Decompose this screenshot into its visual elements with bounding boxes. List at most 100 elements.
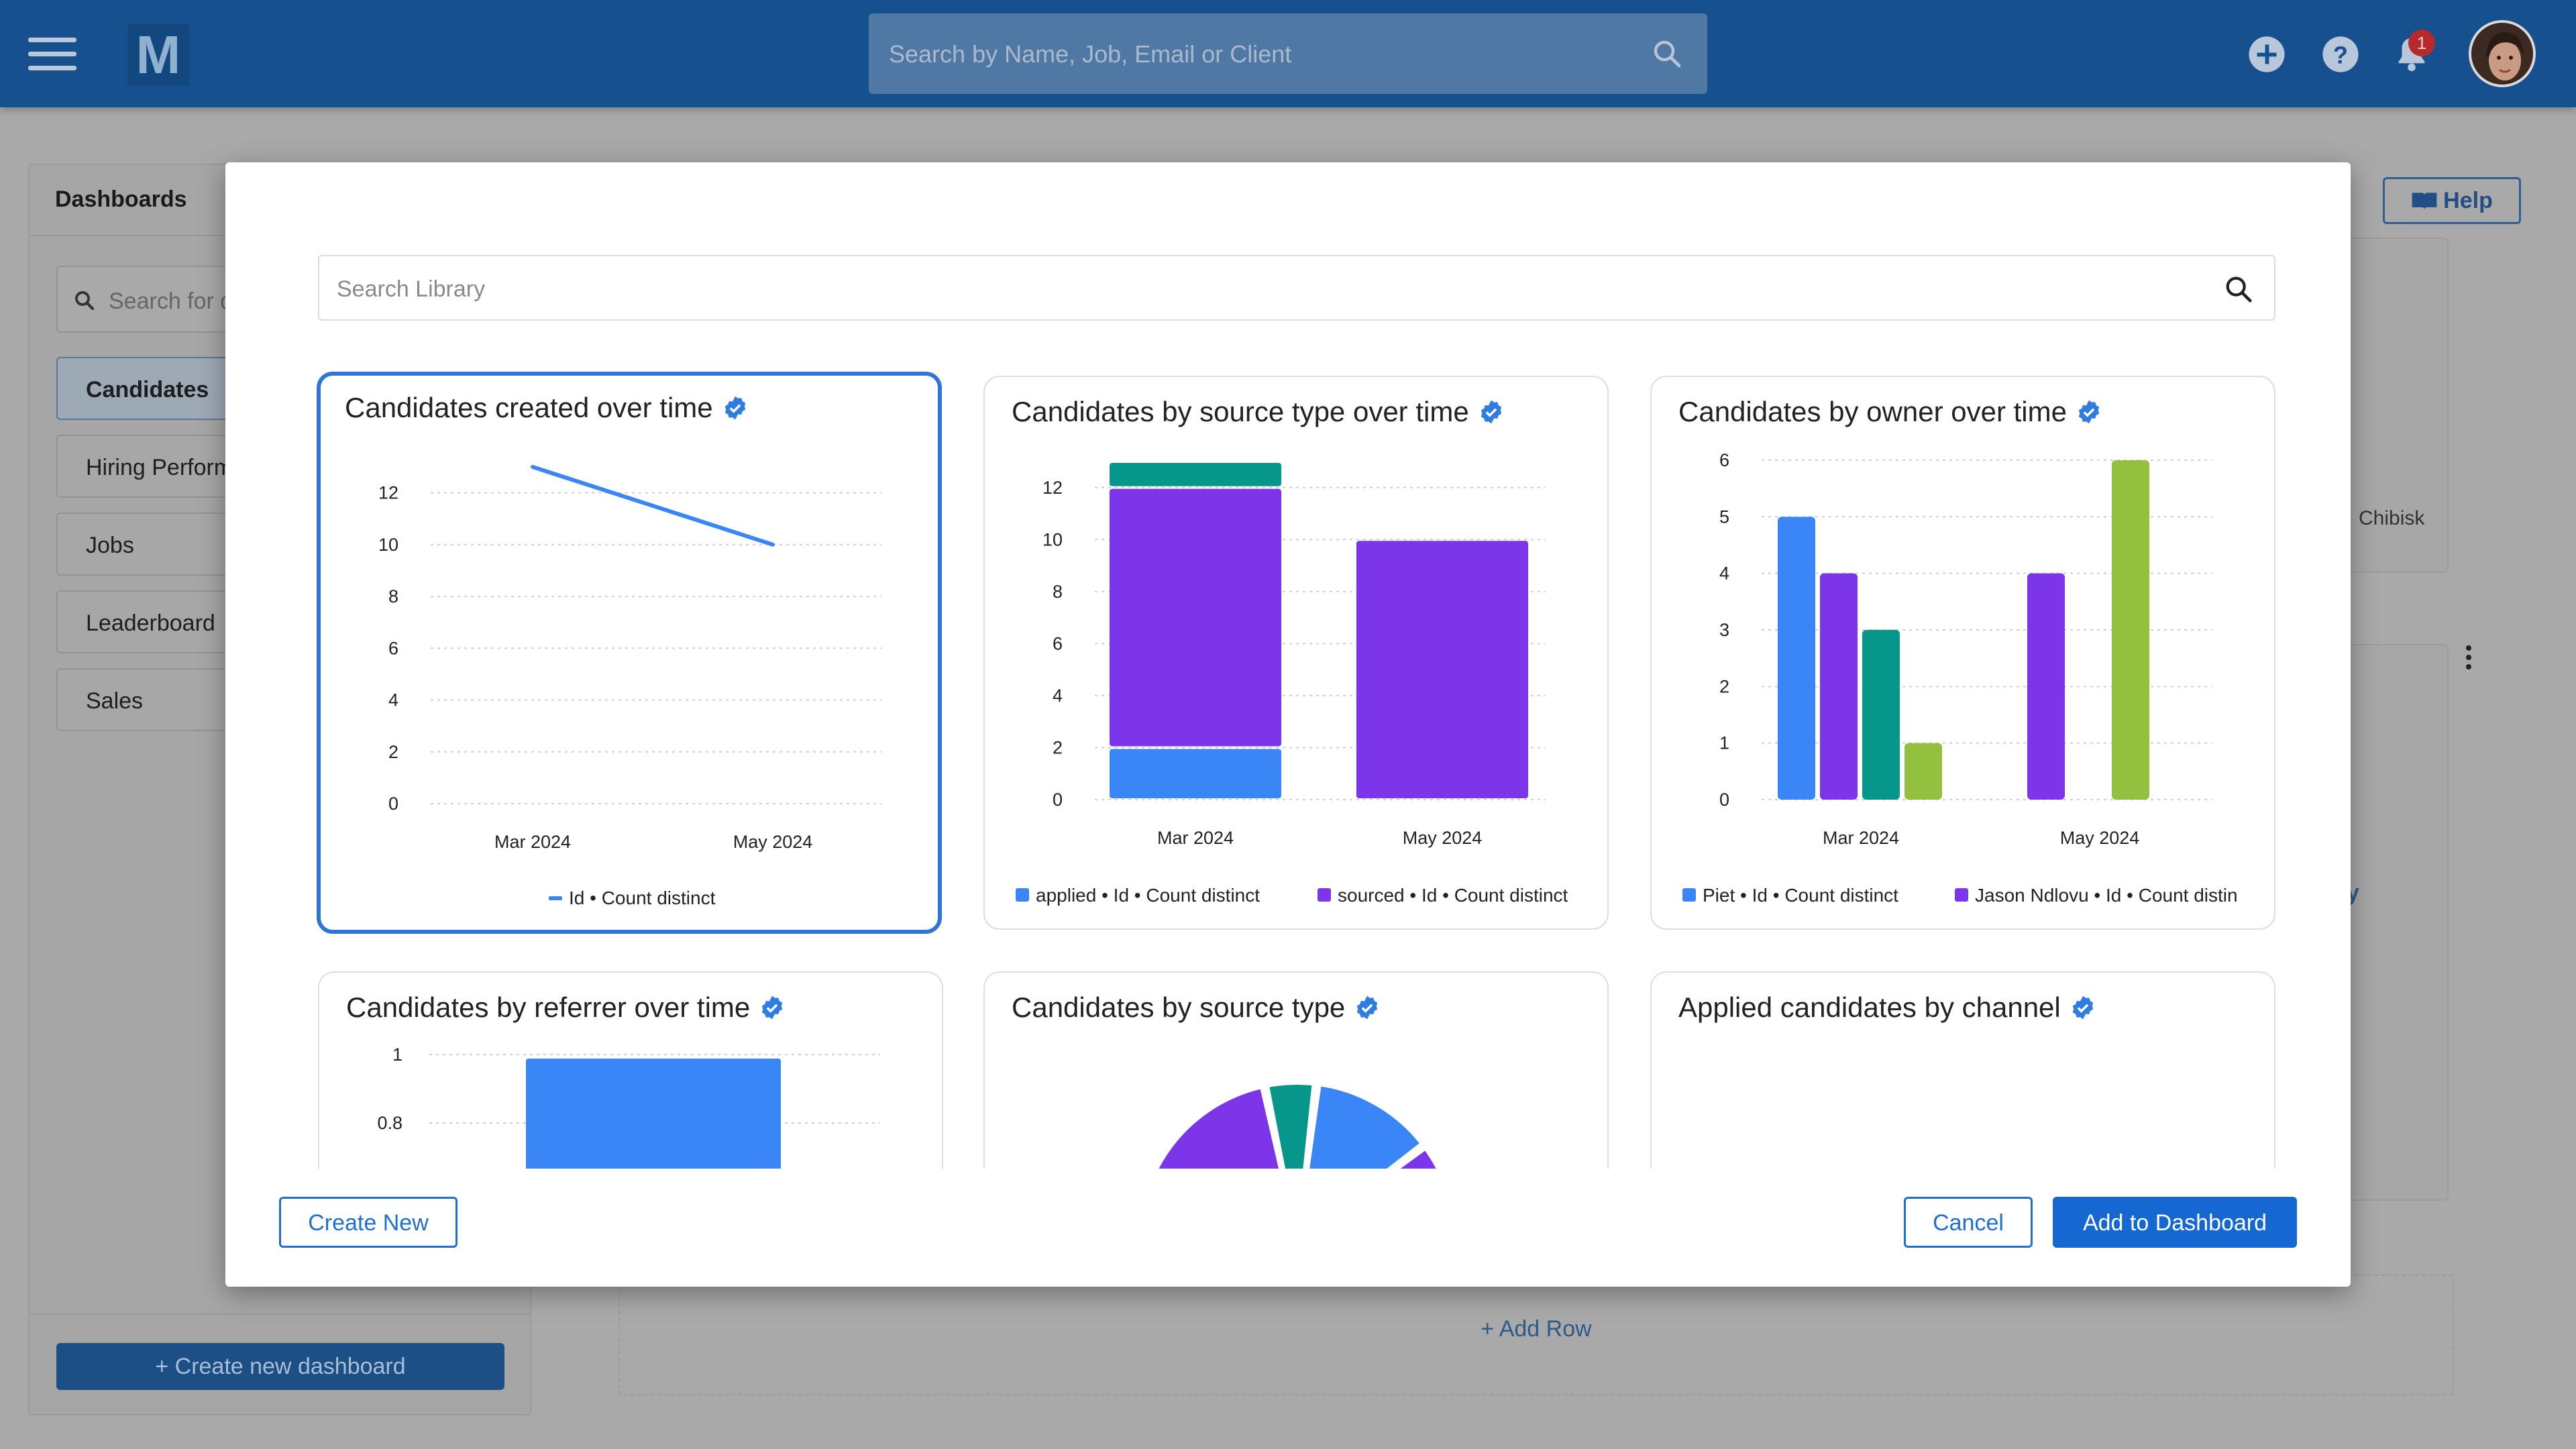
chart-card-title: Candidates by referrer over time xyxy=(346,991,785,1024)
legend-swatch xyxy=(1682,888,1696,902)
stacked-bar-chart: 0 2 4 6 8 10 12 Mar 2024 May 2024 applied • Id • … xyxy=(1016,463,1568,906)
x-tick-label: May 2024 xyxy=(1403,828,1483,848)
dashboard-search-placeholder: Search for d xyxy=(109,288,233,314)
create-new-dashboard-button[interactable]: + Create new dashboard xyxy=(56,1343,504,1390)
y-tick-label: 8 xyxy=(388,586,398,606)
background-widget-text: Chibisk xyxy=(2359,507,2425,529)
chart-card-candidates-by-owner-over-time[interactable]: 0 1 2 3 4 5 6 Mar 2024 May 2024 Piet • Id • Count… xyxy=(1650,376,2275,930)
bar-segment xyxy=(1110,488,1281,747)
avatar-portrait xyxy=(2471,23,2533,85)
verified-badge-icon xyxy=(762,996,783,1020)
add-to-dashboard-button[interactable]: Add to Dashboard xyxy=(2053,1197,2297,1248)
y-tick-label: 0 xyxy=(1053,790,1063,810)
y-tick-label: 12 xyxy=(1042,478,1063,498)
grouped-bar-chart: 0 1 2 3 4 5 6 Mar 2024 May 2024 Piet • Id • Count… xyxy=(1682,450,2238,906)
donut-slice xyxy=(1393,1145,1441,1169)
bar-segment xyxy=(1110,749,1281,798)
chart-card-title: Candidates created over time xyxy=(345,392,748,424)
notification-count-badge: 1 xyxy=(2408,30,2435,56)
add-row-label: + Add Row xyxy=(1481,1316,1592,1342)
y-tick-label: 10 xyxy=(1042,529,1063,549)
chart-card-title: Candidates by source type xyxy=(1012,991,1380,1024)
y-tick-label: 0 xyxy=(1719,790,1729,810)
y-tick-label: 6 xyxy=(388,638,398,658)
bar xyxy=(1862,630,1900,800)
cancel-button[interactable]: Cancel xyxy=(1904,1197,2033,1248)
legend-swatch xyxy=(549,896,562,900)
y-tick-label: 10 xyxy=(378,535,398,555)
bar xyxy=(526,1059,781,1169)
y-tick-label: 5 xyxy=(1719,506,1729,527)
chart-card-title: Candidates by source type over time xyxy=(1012,396,1504,428)
chart-card-applied-candidates-by-channel[interactable]: Applied candidates by channel xyxy=(1650,971,2275,1169)
y-tick-label: 4 xyxy=(1719,564,1729,584)
bar xyxy=(2112,460,2149,800)
legend-label: sourced • Id • Count distinct xyxy=(1338,885,1568,906)
search-icon[interactable] xyxy=(2223,274,2254,305)
search-icon xyxy=(75,291,95,311)
line-point xyxy=(531,466,534,468)
y-tick-label: 1 xyxy=(392,1044,402,1065)
verified-badge-icon xyxy=(724,396,745,420)
global-search-placeholder: Search by Name, Job, Email or Client xyxy=(889,40,1292,68)
donut-slice xyxy=(1305,1081,1426,1169)
y-tick-label: 6 xyxy=(1719,450,1729,470)
donut-slice xyxy=(1154,1084,1283,1169)
add-circle-icon[interactable] xyxy=(2247,35,2286,74)
sidebar-footer-divider xyxy=(30,1313,530,1315)
chart-card-candidates-by-referrer-over-time[interactable]: 0.8 1 Candidates by referrer over time xyxy=(318,971,943,1169)
bar xyxy=(1778,517,1815,800)
legend-swatch xyxy=(1955,888,1968,902)
help-button[interactable]: Help xyxy=(2383,177,2521,224)
y-tick-label: 1 xyxy=(1719,733,1729,753)
help-circle-icon[interactable]: ? xyxy=(2321,35,2360,74)
library-search-input[interactable]: Search Library xyxy=(318,255,2275,321)
legend-swatch xyxy=(1016,888,1029,902)
y-tick-label: 4 xyxy=(388,690,398,710)
bar xyxy=(1820,573,1858,800)
bar-segment xyxy=(1110,463,1281,486)
legend-label: Id • Count distinct xyxy=(569,888,716,908)
line-chart: 0 2 4 6 8 10 12 Mar 2024 May 2024 Id • Count dist… xyxy=(378,465,881,908)
y-tick-label: 6 xyxy=(1053,633,1063,653)
chart-card-title: Applied candidates by channel xyxy=(1678,991,2096,1024)
verified-badge-icon xyxy=(2078,400,2100,424)
bar xyxy=(2027,573,2065,800)
bar-chart: 0.81 xyxy=(377,1044,880,1169)
widget-library-modal: Search Library 0 2 4 6 8 10 12 Mar 2024 May 2024… xyxy=(225,162,2351,1287)
x-tick-label: May 2024 xyxy=(733,832,813,852)
chart-title: Applied candidates by channel xyxy=(1678,991,2061,1023)
y-tick-label: 0.8 xyxy=(377,1113,402,1133)
search-icon[interactable] xyxy=(1651,38,1683,70)
chart-title: Candidates by source type over time xyxy=(1012,396,1469,427)
chart-title: Candidates by source type xyxy=(1012,991,1346,1023)
top-navigation-bar: M Search by Name, Job, Email or Client ?… xyxy=(0,0,2576,107)
chart-title: Candidates created over time xyxy=(345,392,713,423)
chart-title: Candidates by owner over time xyxy=(1678,396,2067,427)
y-tick-label: 3 xyxy=(1719,620,1729,640)
create-new-button[interactable]: Create New xyxy=(279,1197,458,1248)
legend-swatch xyxy=(1318,888,1331,902)
x-tick-label: Mar 2024 xyxy=(1823,828,1899,848)
add-row-area[interactable]: + Add Row xyxy=(619,1275,2454,1395)
x-tick-label: Mar 2024 xyxy=(1157,828,1234,848)
bar xyxy=(1904,743,1942,800)
legend-label: Jason Ndlovu • Id • Count distin xyxy=(1975,885,2238,906)
chart-card-candidates-by-source-type[interactable]: Candidates by source type xyxy=(983,971,1609,1169)
user-avatar[interactable] xyxy=(2469,20,2536,87)
x-tick-label: Mar 2024 xyxy=(494,832,571,852)
series-line xyxy=(531,465,775,547)
more-options-icon[interactable] xyxy=(2466,645,2471,674)
chart-card-candidates-by-source-type-over-time[interactable]: 0 2 4 6 8 10 12 Mar 2024 May 2024 applied • Id • … xyxy=(983,376,1609,930)
chart-card-candidates-created[interactable]: 0 2 4 6 8 10 12 Mar 2024 May 2024 Id • Count dist… xyxy=(317,372,942,934)
global-search-input[interactable]: Search by Name, Job, Email or Client xyxy=(869,13,1707,94)
hamburger-menu-icon[interactable] xyxy=(28,38,76,71)
library-search-placeholder: Search Library xyxy=(337,276,486,302)
chart-title: Candidates by referrer over time xyxy=(346,991,751,1023)
app-logo[interactable]: M xyxy=(127,24,189,86)
help-button-label: Help xyxy=(2443,188,2493,213)
legend-label: Piet • Id • Count distinct xyxy=(1703,885,1898,906)
line-point xyxy=(771,543,774,546)
x-tick-label: May 2024 xyxy=(2060,828,2140,848)
legend-label: applied • Id • Count distinct xyxy=(1036,885,1260,906)
